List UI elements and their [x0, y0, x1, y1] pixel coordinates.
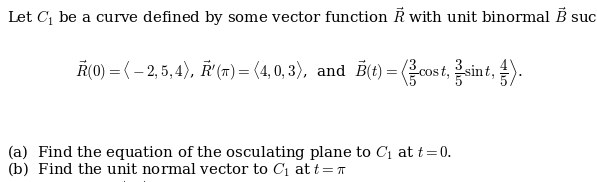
Text: (b)  Find the unit normal vector to $C_1$ at $t = \pi$: (b) Find the unit normal vector to $C_1$… — [7, 161, 347, 179]
Text: $\vec{R}(0) = \langle -2, 5, 4 \rangle$, $\vec{R}'(\pi) = \langle 4, 0, 3 \rangl: $\vec{R}(0) = \langle -2, 5, 4 \rangle$,… — [75, 57, 522, 88]
Text: Let $C_1$ be a curve defined by some vector function $\vec{R}$ with unit binorma: Let $C_1$ be a curve defined by some vec… — [7, 5, 597, 28]
Text: (a)  Find the equation of the osculating plane to $C_1$ at $t = 0$.: (a) Find the equation of the osculating … — [7, 143, 453, 162]
Text: (c)  Evaluate $(\vec{R} \cdot \vec{B})'(0)$.: (c) Evaluate $(\vec{R} \cdot \vec{B})'(0… — [7, 179, 181, 182]
